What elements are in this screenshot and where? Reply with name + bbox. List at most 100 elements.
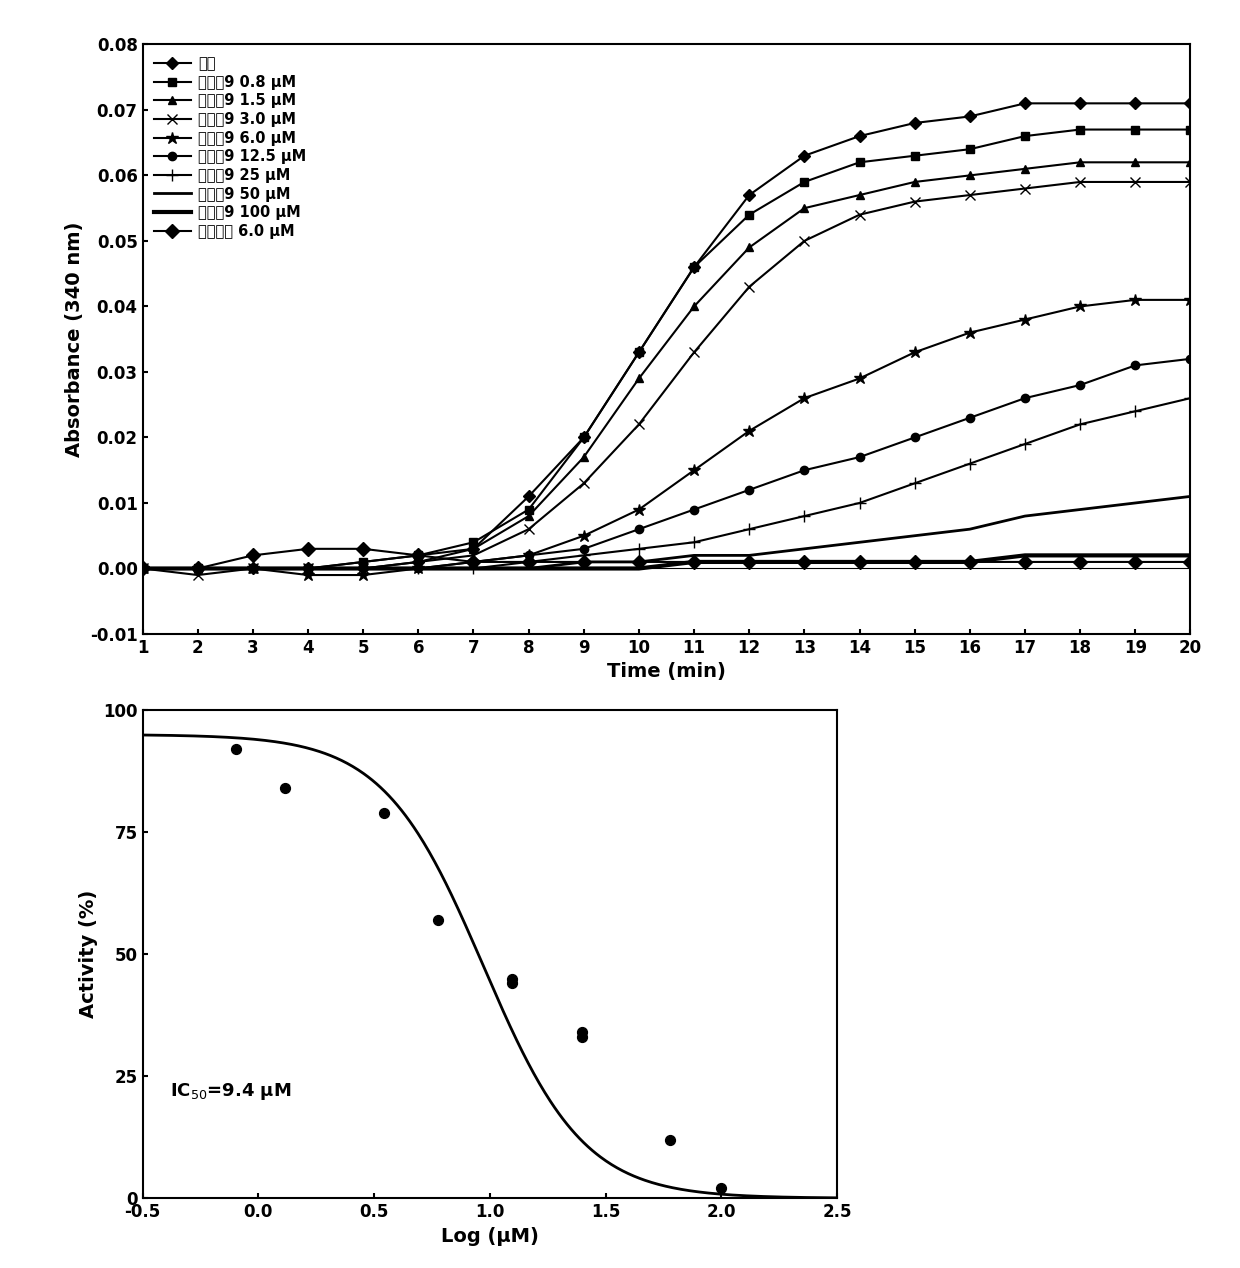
- 化合物9 1.5 μM: [797, 200, 812, 216]
- 化合物9 1.5 μM: [521, 508, 536, 524]
- 化合物9 3.0 μM: [410, 554, 425, 569]
- 化合物9 0.8 μM: [962, 142, 977, 157]
- 化合物9 25 μM: [410, 560, 425, 576]
- 化合物9 25 μM: [962, 456, 977, 472]
- 化合物9 100 μM: [246, 560, 260, 576]
- 化合物9 100 μM: [577, 560, 591, 576]
- Point: [502, 974, 522, 994]
- 化合物9 1.5 μM: [1183, 155, 1198, 170]
- Line: 化合物9 25 μM: 化合物9 25 μM: [136, 392, 1197, 574]
- 化合物9 100 μM: [300, 560, 315, 576]
- 化合物9 6.0 μM: [687, 463, 702, 478]
- Y-axis label: Activity (%): Activity (%): [78, 890, 98, 1018]
- 化合物9 1.5 μM: [466, 541, 481, 557]
- 化合物9 25 μM: [908, 476, 923, 491]
- 空白: [1128, 95, 1143, 110]
- 化合物9 50 μM: [356, 560, 371, 576]
- 化合物9 3.0 μM: [521, 521, 536, 536]
- 化合物9 100 μM: [908, 554, 923, 569]
- 化合物9 1.5 μM: [1128, 155, 1143, 170]
- Point: [660, 1130, 680, 1150]
- Point: [374, 803, 394, 823]
- 化合物9 6.0 μM: [356, 568, 371, 583]
- 秋水仙碱 6.0 μM: [962, 554, 977, 569]
- Text: IC$_{50}$=9.4 μM: IC$_{50}$=9.4 μM: [170, 1080, 291, 1102]
- 秋水仙碱 6.0 μM: [521, 554, 536, 569]
- 化合物9 1.5 μM: [852, 188, 867, 203]
- 化合物9 0.8 μM: [1073, 122, 1087, 137]
- 化合物9 0.8 μM: [1128, 122, 1143, 137]
- 化合物9 3.0 μM: [1183, 175, 1198, 190]
- 秋水仙碱 6.0 μM: [852, 554, 867, 569]
- Line: 化合物9 12.5 μM: 化合物9 12.5 μM: [139, 355, 1194, 573]
- Line: 秋水仙碱 6.0 μM: 秋水仙碱 6.0 μM: [138, 544, 1195, 573]
- 化合物9 100 μM: [190, 560, 205, 576]
- 化合物9 0.8 μM: [356, 554, 371, 569]
- 空白: [797, 148, 812, 164]
- 化合物9 0.8 μM: [797, 175, 812, 190]
- 秋水仙碱 6.0 μM: [577, 554, 591, 569]
- 化合物9 3.0 μM: [135, 560, 150, 576]
- 空白: [356, 560, 371, 576]
- 化合物9 6.0 μM: [246, 560, 260, 576]
- 化合物9 50 μM: [1128, 496, 1143, 511]
- 化合物9 6.0 μM: [300, 568, 315, 583]
- 秋水仙碱 6.0 μM: [1018, 554, 1033, 569]
- 化合物9 6.0 μM: [852, 370, 867, 385]
- 化合物9 25 μM: [797, 508, 812, 524]
- Line: 化合物9 1.5 μM: 化合物9 1.5 μM: [139, 158, 1194, 573]
- 化合物9 0.8 μM: [466, 535, 481, 550]
- 化合物9 100 μM: [135, 560, 150, 576]
- 化合物9 25 μM: [135, 560, 150, 576]
- 化合物9 3.0 μM: [577, 476, 591, 491]
- 化合物9 12.5 μM: [852, 450, 867, 465]
- 化合物9 100 μM: [356, 560, 371, 576]
- 化合物9 50 μM: [742, 548, 756, 563]
- 空白: [410, 554, 425, 569]
- 化合物9 3.0 μM: [631, 417, 646, 432]
- 秋水仙碱 6.0 μM: [246, 548, 260, 563]
- 化合物9 6.0 μM: [962, 325, 977, 340]
- 秋水仙碱 6.0 μM: [410, 548, 425, 563]
- 空白: [300, 560, 315, 576]
- 化合物9 1.5 μM: [190, 560, 205, 576]
- 空白: [246, 560, 260, 576]
- 化合物9 50 μM: [631, 554, 646, 569]
- 化合物9 50 μM: [300, 560, 315, 576]
- 化合物9 0.8 μM: [1018, 128, 1033, 143]
- 化合物9 50 μM: [246, 560, 260, 576]
- 化合物9 3.0 μM: [687, 345, 702, 360]
- 秋水仙碱 6.0 μM: [908, 554, 923, 569]
- 秋水仙碱 6.0 μM: [300, 541, 315, 557]
- 化合物9 12.5 μM: [521, 548, 536, 563]
- 化合物9 3.0 μM: [1073, 175, 1087, 190]
- 化合物9 3.0 μM: [1128, 175, 1143, 190]
- 秋水仙碱 6.0 μM: [356, 541, 371, 557]
- 化合物9 3.0 μM: [466, 548, 481, 563]
- 化合物9 100 μM: [1128, 548, 1143, 563]
- 空白: [631, 345, 646, 360]
- 化合物9 0.8 μM: [908, 148, 923, 164]
- 化合物9 12.5 μM: [577, 541, 591, 557]
- Point: [712, 1178, 732, 1198]
- 化合物9 1.5 μM: [1018, 161, 1033, 176]
- 秋水仙碱 6.0 μM: [797, 554, 812, 569]
- 化合物9 0.8 μM: [577, 430, 591, 445]
- 秋水仙碱 6.0 μM: [1073, 554, 1087, 569]
- 化合物9 100 μM: [521, 560, 536, 576]
- 化合物9 100 μM: [1073, 548, 1087, 563]
- 化合物9 25 μM: [631, 541, 646, 557]
- X-axis label: Log (μM): Log (μM): [441, 1226, 538, 1245]
- 化合物9 50 μM: [1183, 489, 1198, 505]
- Point: [275, 779, 295, 799]
- 空白: [190, 560, 205, 576]
- 化合物9 6.0 μM: [1183, 292, 1198, 307]
- X-axis label: Time (min): Time (min): [608, 662, 725, 681]
- 化合物9 100 μM: [852, 554, 867, 569]
- 化合物9 50 μM: [852, 535, 867, 550]
- 化合物9 0.8 μM: [687, 260, 702, 275]
- 化合物9 3.0 μM: [246, 560, 260, 576]
- 化合物9 25 μM: [1183, 391, 1198, 406]
- Point: [572, 1027, 591, 1047]
- 化合物9 25 μM: [1073, 417, 1087, 432]
